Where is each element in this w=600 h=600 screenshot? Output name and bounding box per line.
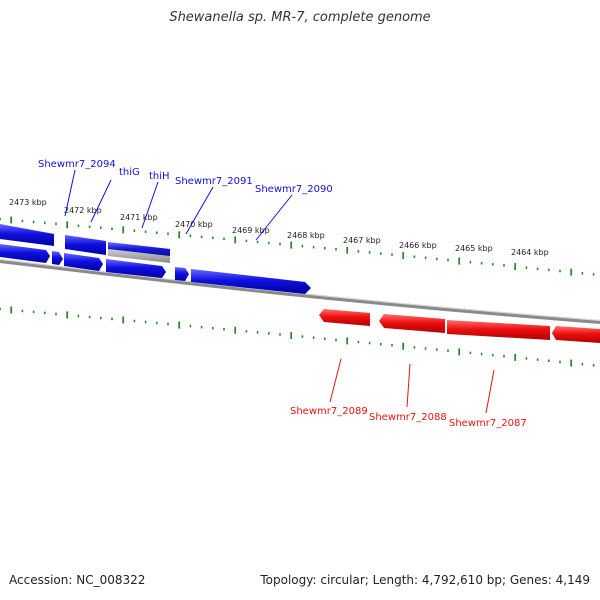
- leader-line: [185, 186, 214, 235]
- leader-line: [406, 363, 411, 408]
- gene-arrow-forward[interactable]: [175, 267, 189, 281]
- gene-label-Shewmr7_2087[interactable]: Shewmr7_2087: [449, 418, 527, 429]
- kbp-tick-labels: 2473 kbp 2472 kbp 2471 kbp 2470 kbp 2469…: [9, 198, 549, 257]
- gene-label-Shewmr7_2088[interactable]: Shewmr7_2088: [369, 412, 447, 423]
- gene-arrow-forward[interactable]: [0, 224, 54, 246]
- genome-backbone-highlight: [0, 259, 600, 321]
- gene-arrow-forward[interactable]: [52, 251, 63, 265]
- kbp-label: 2468 kbp: [287, 231, 325, 240]
- gene-arrow-forward[interactable]: [0, 244, 50, 263]
- accession-text: Accession: NC_008322: [9, 573, 146, 587]
- reverse-strand-genes: [319, 309, 600, 343]
- gene-arrow-forward[interactable]: [106, 259, 166, 278]
- map-title: Shewanella sp. MR-7, complete genome: [169, 10, 431, 25]
- leader-line: [485, 369, 495, 414]
- gene-arrow-reverse[interactable]: [379, 314, 445, 333]
- gene-label-thiH[interactable]: thiH: [149, 171, 170, 182]
- leader-line: [141, 181, 159, 229]
- genome-backbone: [0, 259, 600, 324]
- kbp-label: 2467 kbp: [343, 236, 381, 245]
- forward-strand-genes: [0, 224, 311, 294]
- kbp-label: 2464 kbp: [511, 248, 549, 257]
- gene-arrow-reverse[interactable]: [552, 326, 600, 343]
- kbp-label: 2470 kbp: [175, 220, 213, 229]
- forward-gene-labels: Shewmr7_2094 thiG thiH Shewmr7_2091 Shew…: [38, 159, 333, 241]
- kbp-label: 2469 kbp: [232, 226, 270, 235]
- gene-arrow-forward[interactable]: [191, 269, 311, 294]
- topology-text: Topology: circular; Length: 4,792,610 bp…: [260, 573, 590, 587]
- gene-arrow-forward[interactable]: [64, 253, 103, 271]
- gene-label-Shewmr7_2091[interactable]: Shewmr7_2091: [175, 176, 253, 187]
- kbp-label: 2472 kbp: [64, 206, 102, 215]
- reverse-gene-labels: Shewmr7_2089 Shewmr7_2088 Shewmr7_2087: [290, 358, 527, 429]
- gene-arrow-forward[interactable]: [65, 235, 106, 255]
- kbp-label: 2465 kbp: [455, 244, 493, 253]
- gene-arrow-forward[interactable]: [108, 242, 170, 256]
- gene-label-thiG[interactable]: thiG: [119, 167, 140, 178]
- gene-label-Shewmr7_2090[interactable]: Shewmr7_2090: [255, 184, 333, 195]
- gene-label-Shewmr7_2094[interactable]: Shewmr7_2094: [38, 159, 116, 170]
- kbp-label: 2466 kbp: [399, 241, 437, 250]
- leader-line: [329, 358, 342, 403]
- gene-arrow-reverse[interactable]: [319, 309, 370, 326]
- leader-line: [64, 169, 76, 217]
- outer-tick-ring: [0, 216, 595, 276]
- gene-arrow-reverse[interactable]: [447, 320, 550, 340]
- inner-tick-ring: [0, 306, 595, 367]
- gene-label-Shewmr7_2089[interactable]: Shewmr7_2089: [290, 406, 368, 417]
- leader-line: [255, 194, 293, 241]
- kbp-label: 2473 kbp: [9, 198, 47, 207]
- kbp-label: 2471 kbp: [120, 213, 158, 222]
- leader-line: [90, 179, 112, 223]
